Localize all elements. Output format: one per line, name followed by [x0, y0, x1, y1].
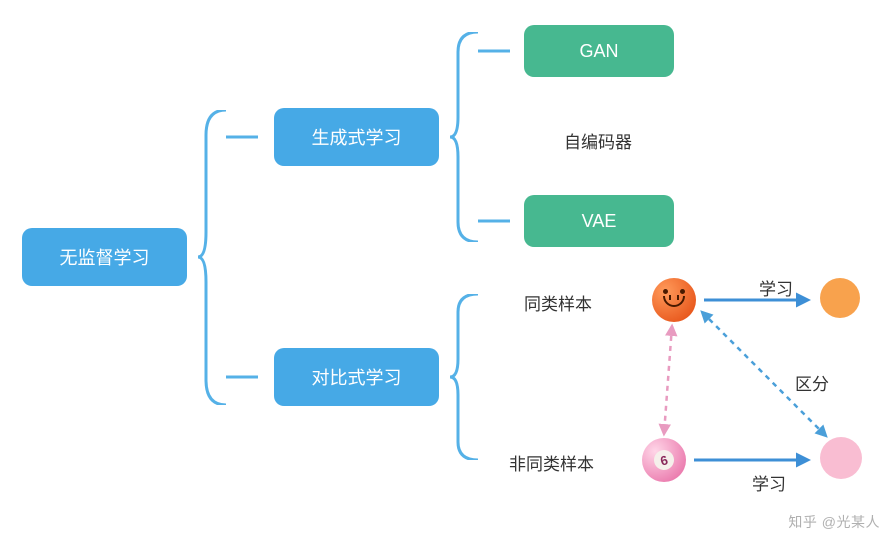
brace-generative [450, 32, 510, 242]
learn-label-1: 学习 [759, 275, 793, 300]
learn-label-2: 学习 [752, 470, 786, 495]
generative-label: 生成式学习 [312, 124, 402, 150]
generative-node: 生成式学习 [274, 108, 439, 166]
vae-label: VAE [582, 211, 617, 232]
pink-circle [820, 437, 862, 479]
orange-circle [820, 278, 860, 318]
ball-number: 6 [652, 448, 676, 472]
gan-label: GAN [579, 41, 618, 62]
watermark: 知乎 @光某人 [788, 512, 880, 532]
root-label: 无监督学习 [60, 244, 150, 270]
autoencoder-label: 自编码器 [564, 128, 632, 153]
root-node: 无监督学习 [22, 228, 187, 286]
brace-root [198, 110, 258, 405]
gan-node: GAN [524, 25, 674, 77]
contrastive-label: 对比式学习 [312, 364, 402, 390]
same-sample-label: 同类样本 [524, 290, 592, 315]
notsame-sample-label: 非同类样本 [509, 450, 594, 475]
brace-contrastive [450, 294, 482, 460]
orange-face-icon [652, 278, 696, 322]
contrastive-node: 对比式学习 [274, 348, 439, 406]
distinguish-label: 区分 [795, 370, 829, 395]
pink-ball-icon: 6 [642, 438, 686, 482]
arrow-same-notsame [664, 326, 672, 434]
vae-node: VAE [524, 195, 674, 247]
